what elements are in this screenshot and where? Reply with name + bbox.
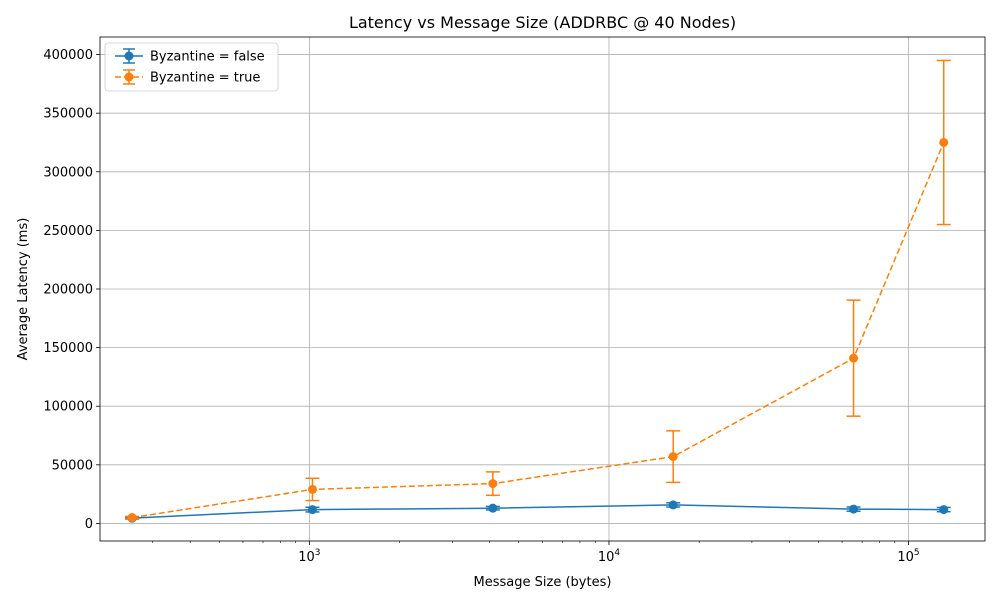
data-point [127,513,137,523]
axis-ticks: 0 50000 100000 150000 200000 250000 300000 3500… [43,48,919,565]
data-point [668,500,678,510]
data-point [307,505,317,515]
y-tick-label: 0 [85,517,93,532]
x-tick-label: 104 [598,548,621,565]
data-point [488,503,498,513]
data-point [849,504,859,514]
legend-marker [124,51,134,61]
x-tick-label: 103 [298,548,320,565]
legend-item: Byzantine = true [115,69,260,86]
legend-item: Byzantine = false [115,48,265,65]
series-area [125,59,951,523]
data-point [668,452,678,462]
data-point [939,505,949,515]
grid [100,37,985,541]
chart-title: Latency vs Message Size (ADDRBC @ 40 Nod… [349,13,736,32]
y-tick-label: 100000 [43,400,93,415]
legend-box [104,42,279,92]
series-line [132,504,944,519]
x-tick-label: 105 [897,548,919,565]
data-point [849,353,859,363]
legend-label: Byzantine = false [150,50,265,65]
y-tick-label: 250000 [43,224,93,239]
x-axis-label: Message Size (bytes) [474,575,612,590]
series-line [131,142,945,519]
y-tick-label: 200000 [43,283,93,298]
data-point [307,484,317,494]
series-2 [125,59,951,523]
data-point [939,137,949,147]
data-point [488,479,498,489]
series-1 [125,500,951,523]
legend: Byzantine = false Byzantine = true [104,42,279,92]
y-tick-label: 150000 [43,341,93,356]
y-tick-label: 300000 [43,165,93,180]
y-tick-label: 350000 [43,107,93,122]
legend-label: Byzantine = true [150,71,260,86]
legend-marker [124,72,134,82]
y-axis-label: Average Latency (ms) [16,218,31,361]
y-tick-label: 50000 [52,458,93,473]
y-tick-label: 400000 [43,48,93,63]
